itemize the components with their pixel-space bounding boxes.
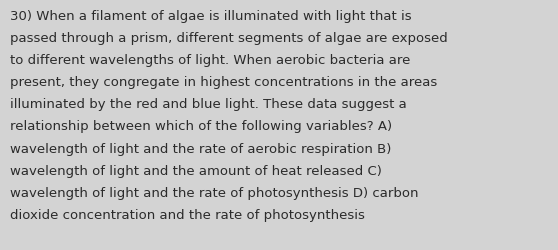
Text: present, they congregate in highest concentrations in the areas: present, they congregate in highest conc… (10, 76, 437, 89)
Text: illuminated by the red and blue light. These data suggest a: illuminated by the red and blue light. T… (10, 98, 407, 111)
Text: passed through a prism, different segments of algae are exposed: passed through a prism, different segmen… (10, 32, 448, 45)
Text: wavelength of light and the amount of heat released C): wavelength of light and the amount of he… (10, 164, 382, 177)
Text: relationship between which of the following variables? A): relationship between which of the follow… (10, 120, 392, 133)
Text: wavelength of light and the rate of aerobic respiration B): wavelength of light and the rate of aero… (10, 142, 391, 155)
Text: wavelength of light and the rate of photosynthesis D) carbon: wavelength of light and the rate of phot… (10, 186, 418, 199)
Text: 30) When a filament of algae is illuminated with light that is: 30) When a filament of algae is illumina… (10, 10, 412, 23)
Text: to different wavelengths of light. When aerobic bacteria are: to different wavelengths of light. When … (10, 54, 411, 67)
Text: dioxide concentration and the rate of photosynthesis: dioxide concentration and the rate of ph… (10, 208, 365, 221)
